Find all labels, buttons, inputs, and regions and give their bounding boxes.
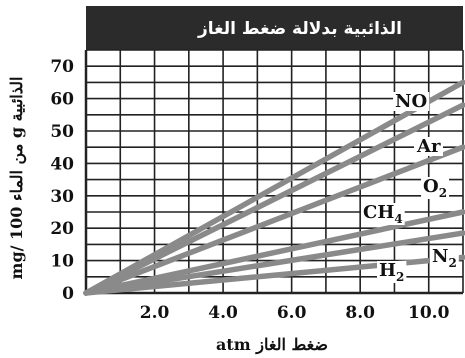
series-line-ar <box>83 102 465 296</box>
y-tick-label: 60 <box>50 90 74 110</box>
y-tick-label: 0 <box>62 284 74 304</box>
x-axis-label: atm ضغط الغاز <box>216 335 328 355</box>
series-label-main: N <box>432 246 448 267</box>
series-label-subscript: 4 <box>394 212 402 226</box>
series-label-subscript: 2 <box>439 186 447 200</box>
series-label-bg-ch4 <box>361 203 405 225</box>
x-tick-label: 8.0 <box>345 303 375 323</box>
y-tick-label: 30 <box>50 187 74 207</box>
series-label-bg-n2 <box>430 247 459 269</box>
y-tick-label: 20 <box>50 219 74 239</box>
y-tick-label: 40 <box>50 154 74 174</box>
series-line-ch4 <box>83 209 465 296</box>
series-label-ch4: CH4 <box>363 202 403 226</box>
series-lines <box>83 79 465 296</box>
series-line-no <box>83 79 465 296</box>
y-axis-label: mg/ من الماء 100 g الذائبية <box>7 77 27 280</box>
series-label-ar: Ar <box>416 136 441 157</box>
series-label-bg-o2 <box>421 177 450 199</box>
series-line-o2 <box>83 144 465 296</box>
series-label-main: H <box>379 260 396 281</box>
y-tick-label: 70 <box>50 57 74 77</box>
y-tick-label: 50 <box>50 122 74 142</box>
series-label-h2: H2 <box>379 260 404 284</box>
series-label-main: NO <box>395 91 427 112</box>
y-tick-label: 10 <box>50 252 74 272</box>
x-tick-label: 2.0 <box>140 303 170 323</box>
series-label-main: O <box>423 176 439 197</box>
series-label-subscript: 2 <box>448 256 456 270</box>
series-label-main: Ar <box>416 136 441 157</box>
series-label-o2: O2 <box>423 176 447 200</box>
series-label-bg-h2 <box>377 261 407 283</box>
x-tick-label: 4.0 <box>208 303 238 323</box>
series-label-bg-ar <box>414 137 443 156</box>
title-bar <box>86 6 463 50</box>
series-label-n2: N2 <box>432 246 457 270</box>
series-label-subscript: 2 <box>396 270 404 284</box>
series-label-bg-no <box>393 92 430 111</box>
series-label-main: CH <box>363 202 394 223</box>
series-line-n2 <box>83 230 465 296</box>
x-tick-label: 10.0 <box>408 303 450 323</box>
series-label-no: NO <box>395 91 427 112</box>
x-tick-label: 6.0 <box>277 303 307 323</box>
tick-labels: 2.0 4.0 6.0 8.0 10.0 0 10 20 30 40 50 60 70 <box>50 57 449 323</box>
chart-title: الذائبية بدلالة ضغط الغاز <box>197 19 402 39</box>
